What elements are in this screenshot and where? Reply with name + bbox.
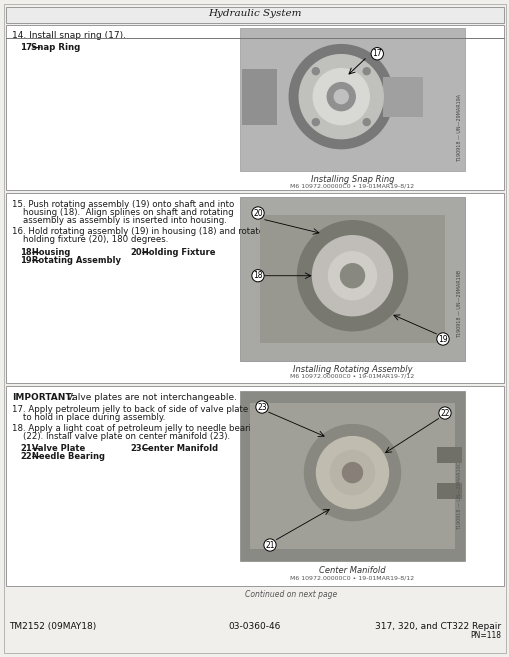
Text: Snap Ring: Snap Ring bbox=[28, 43, 80, 52]
Text: Center Manifold: Center Manifold bbox=[319, 566, 385, 575]
Text: holding fixture (20), 180 degrees.: holding fixture (20), 180 degrees. bbox=[12, 235, 168, 244]
Circle shape bbox=[362, 68, 370, 75]
Circle shape bbox=[342, 463, 362, 483]
Text: (22). Install valve plate on center manifold (23).: (22). Install valve plate on center mani… bbox=[12, 432, 230, 441]
Bar bbox=[382, 77, 422, 117]
Text: Installing Snap Ring: Installing Snap Ring bbox=[310, 175, 393, 184]
Text: PN=118: PN=118 bbox=[469, 631, 500, 640]
Text: 15. Push rotating assembly (19) onto shaft and into: 15. Push rotating assembly (19) onto sha… bbox=[12, 200, 234, 209]
Bar bbox=[6, 7, 503, 23]
Bar bbox=[436, 447, 461, 463]
Circle shape bbox=[312, 68, 319, 75]
Bar bbox=[260, 215, 444, 343]
Circle shape bbox=[312, 236, 392, 316]
Text: Rotating Assembly: Rotating Assembly bbox=[29, 256, 121, 265]
Bar bbox=[240, 197, 464, 361]
Text: T190918 — UN—29MAR19A: T190918 — UN—29MAR19A bbox=[457, 94, 462, 162]
Bar bbox=[6, 25, 503, 190]
Text: IMPORTANT:: IMPORTANT: bbox=[12, 393, 75, 402]
Text: Installing Rotating Assembly: Installing Rotating Assembly bbox=[292, 365, 411, 374]
Circle shape bbox=[289, 45, 392, 148]
Bar bbox=[240, 391, 464, 561]
Text: Valve plates are not interchangeable.: Valve plates are not interchangeable. bbox=[64, 393, 237, 402]
Circle shape bbox=[299, 55, 382, 139]
Text: 18—: 18— bbox=[20, 248, 40, 257]
Bar bbox=[242, 68, 276, 125]
Circle shape bbox=[328, 252, 376, 300]
Text: 19—: 19— bbox=[20, 256, 40, 265]
Bar bbox=[436, 483, 461, 499]
Text: assembly as assembly is inserted into housing.: assembly as assembly is inserted into ho… bbox=[12, 216, 227, 225]
Text: Housing: Housing bbox=[29, 248, 70, 257]
Text: M6 10972.00000C0 • 19-01MAR19-7/12: M6 10972.00000C0 • 19-01MAR19-7/12 bbox=[290, 374, 414, 379]
Text: Holding Fixture: Holding Fixture bbox=[139, 248, 215, 257]
Bar bbox=[6, 386, 503, 586]
Text: 22: 22 bbox=[439, 409, 449, 417]
Text: Needle Bearing: Needle Bearing bbox=[29, 452, 105, 461]
Circle shape bbox=[327, 83, 355, 110]
Text: Continued on next page: Continued on next page bbox=[244, 590, 336, 599]
Text: T190918 — UN—29MAR19C: T190918 — UN—29MAR19C bbox=[457, 463, 462, 530]
Text: 20: 20 bbox=[252, 208, 262, 217]
Text: Center Manifold: Center Manifold bbox=[139, 444, 218, 453]
Circle shape bbox=[333, 89, 348, 104]
Text: M6 10972.00000C0 • 19-01MAR19-8/12: M6 10972.00000C0 • 19-01MAR19-8/12 bbox=[290, 575, 414, 580]
Text: 03-0360-46: 03-0360-46 bbox=[229, 622, 280, 631]
Circle shape bbox=[330, 451, 374, 495]
Text: 21: 21 bbox=[265, 541, 274, 549]
Circle shape bbox=[340, 263, 364, 288]
Text: 17: 17 bbox=[372, 49, 381, 58]
Text: M6 10972.00000C0 • 19-01MAR19-8/12: M6 10972.00000C0 • 19-01MAR19-8/12 bbox=[290, 184, 414, 189]
Circle shape bbox=[297, 221, 407, 330]
Text: housing (18).  Align splines on shaft and rotating: housing (18). Align splines on shaft and… bbox=[12, 208, 233, 217]
Text: 14. Install snap ring (17).: 14. Install snap ring (17). bbox=[12, 31, 126, 40]
Text: 16. Hold rotating assembly (19) in housing (18) and rotate: 16. Hold rotating assembly (19) in housi… bbox=[12, 227, 264, 236]
Text: 21—: 21— bbox=[20, 444, 40, 453]
Bar bbox=[240, 28, 464, 171]
Text: 317, 320, and CT322 Repair: 317, 320, and CT322 Repair bbox=[374, 622, 500, 631]
Text: to hold in place during assembly.: to hold in place during assembly. bbox=[12, 413, 165, 422]
Circle shape bbox=[316, 437, 388, 509]
Text: Hydraulic System: Hydraulic System bbox=[208, 9, 301, 18]
Text: 20—: 20— bbox=[130, 248, 150, 257]
Text: 18: 18 bbox=[253, 271, 262, 281]
Text: TM2152 (09MAY18): TM2152 (09MAY18) bbox=[9, 622, 96, 631]
Text: 23—: 23— bbox=[130, 444, 150, 453]
Circle shape bbox=[362, 119, 370, 125]
Text: 17. Apply petroleum jelly to back of side of valve plate (21): 17. Apply petroleum jelly to back of sid… bbox=[12, 405, 268, 414]
Circle shape bbox=[304, 424, 400, 520]
Text: Valve Plate: Valve Plate bbox=[29, 444, 85, 453]
Bar bbox=[6, 193, 503, 383]
Bar bbox=[249, 403, 454, 549]
Text: 17—: 17— bbox=[20, 43, 41, 52]
Circle shape bbox=[312, 119, 319, 125]
Text: 18. Apply a light coat of petroleum jelly to needle bearing: 18. Apply a light coat of petroleum jell… bbox=[12, 424, 262, 433]
Text: 22—: 22— bbox=[20, 452, 40, 461]
Circle shape bbox=[313, 68, 369, 125]
Text: T190918 — UN—29MAR19B: T190918 — UN—29MAR19B bbox=[457, 269, 462, 338]
Text: 19: 19 bbox=[437, 334, 447, 344]
Text: 23: 23 bbox=[257, 403, 266, 411]
